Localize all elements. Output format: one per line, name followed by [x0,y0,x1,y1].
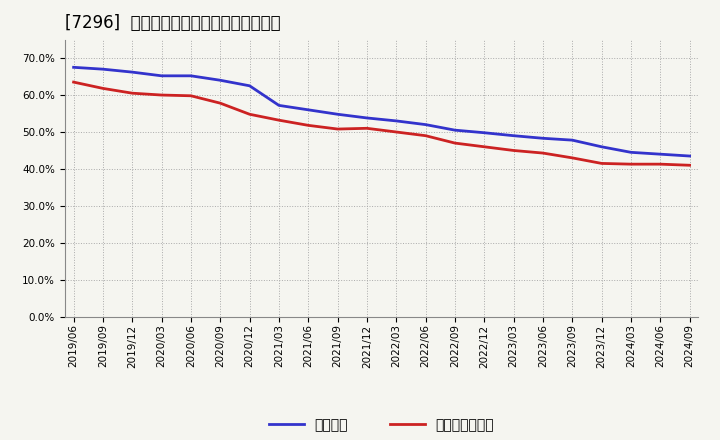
固定長期適合率 [451,140,459,146]
固定比率 [99,66,107,72]
固定比率 [598,144,606,150]
固定長期適合率 [626,161,635,167]
固定比率 [216,77,225,83]
固定比率 [539,136,547,141]
固定長期適合率 [509,148,518,153]
固定長期適合率 [539,150,547,156]
固定比率 [509,133,518,138]
固定長期適合率 [274,117,283,123]
固定比率 [685,154,694,159]
Text: [7296]  固定比率、固定長期適合率の推移: [7296] 固定比率、固定長期適合率の推移 [65,15,280,33]
固定長期適合率 [157,92,166,98]
Legend: 固定比率, 固定長期適合率: 固定比率, 固定長期適合率 [264,412,500,437]
固定比率 [157,73,166,78]
固定長期適合率 [363,126,372,131]
固定長期適合率 [392,129,400,135]
固定比率 [451,128,459,133]
固定比率 [69,65,78,70]
固定比率 [568,137,577,143]
固定長期適合率 [333,126,342,132]
固定比率 [246,83,254,88]
固定比率 [656,151,665,157]
固定比率 [626,150,635,155]
固定比率 [333,112,342,117]
固定長期適合率 [99,86,107,91]
固定長期適合率 [568,155,577,161]
固定長期適合率 [480,144,489,150]
Line: 固定比率: 固定比率 [73,67,690,156]
固定比率 [480,130,489,136]
固定比率 [304,107,312,113]
固定長期適合率 [685,163,694,168]
固定比率 [128,70,137,75]
固定比率 [186,73,195,78]
固定長期適合率 [421,133,430,138]
固定長期適合率 [186,93,195,99]
固定比率 [274,103,283,108]
固定比率 [363,115,372,121]
固定長期適合率 [69,80,78,85]
固定長期適合率 [598,161,606,166]
固定比率 [421,122,430,127]
固定長期適合率 [656,161,665,167]
固定長期適合率 [304,123,312,128]
固定比率 [392,118,400,124]
固定長期適合率 [216,100,225,106]
固定長期適合率 [246,112,254,117]
固定長期適合率 [128,91,137,96]
Line: 固定長期適合率: 固定長期適合率 [73,82,690,165]
